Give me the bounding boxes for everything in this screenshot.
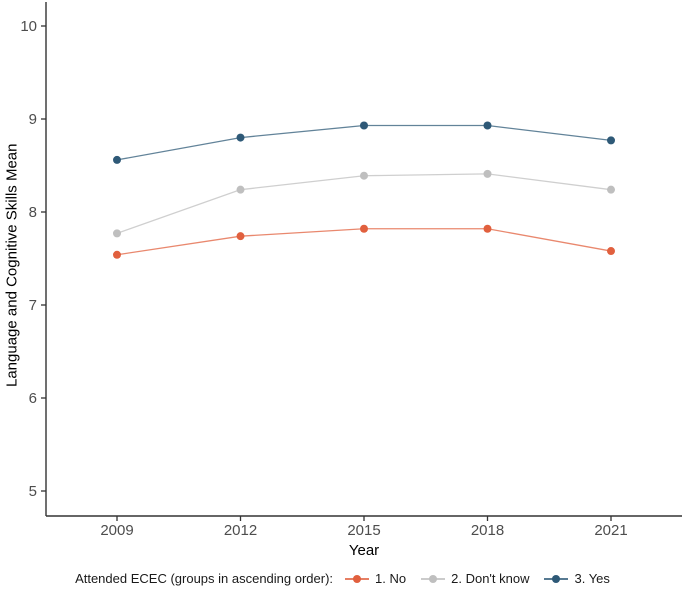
- data-point: [607, 185, 615, 194]
- y-tick-label: 9: [29, 111, 37, 128]
- data-point: [236, 185, 245, 194]
- data-point: [236, 133, 245, 142]
- x-axis-title: Year: [348, 542, 380, 559]
- y-tick-label: 6: [29, 390, 37, 407]
- data-point: [360, 171, 368, 180]
- data-point: [113, 250, 121, 259]
- series-line: [116, 173, 612, 235]
- x-tick-label: 2021: [594, 522, 627, 539]
- legend-item-label: 1. No: [375, 571, 407, 586]
- data-point: [483, 224, 492, 233]
- legend-key-icon: [345, 574, 370, 583]
- data-point: [360, 121, 368, 130]
- data-point: [607, 136, 615, 145]
- x-tick-label: 2015: [347, 522, 380, 539]
- legend-key-icon: [544, 574, 569, 583]
- legend-key-icon: [421, 574, 446, 583]
- legend-item: 1. No: [344, 571, 406, 586]
- data-point: [607, 247, 615, 256]
- legend-title: Attended ECEC (groups in ascending order…: [75, 571, 334, 586]
- y-tick-label: 8: [29, 204, 37, 221]
- data-point: [483, 169, 492, 178]
- x-tick-label: 2009: [100, 522, 133, 539]
- data-point: [236, 232, 245, 241]
- legend-item-label: 3. Yes: [574, 571, 610, 586]
- data-point: [113, 229, 121, 238]
- data-point: [360, 224, 368, 233]
- legend-item: 3. Yes: [543, 571, 610, 586]
- legend-item: 2. Don't know: [420, 571, 529, 586]
- series-line: [116, 124, 612, 161]
- y-tick-label: 7: [29, 297, 37, 314]
- x-tick-label: 2018: [471, 522, 504, 539]
- legend-item-label: 2. Don't know: [451, 571, 530, 586]
- legend-items: 1. No 2. Don't know 3. Yes: [344, 571, 610, 586]
- y-tick-label: 5: [29, 483, 37, 500]
- x-tick-label: 2012: [224, 522, 257, 539]
- legend: Attended ECEC (groups in ascending order…: [0, 571, 685, 586]
- data-point: [483, 121, 492, 130]
- data-point: [113, 155, 121, 164]
- y-tick-label: 10: [20, 18, 37, 35]
- y-axis-title: Language and Cognitive Skills Mean: [3, 143, 21, 387]
